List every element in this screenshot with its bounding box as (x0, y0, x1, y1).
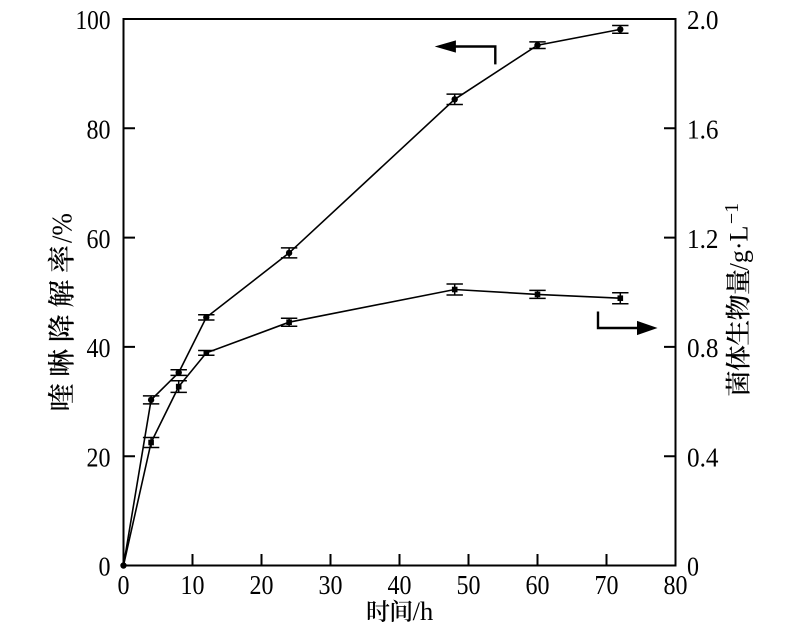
svg-text:1.6: 1.6 (687, 115, 719, 145)
svg-text:50: 50 (457, 570, 481, 600)
svg-text:0: 0 (687, 552, 699, 582)
svg-text:1.2: 1.2 (687, 224, 719, 254)
svg-text:60: 60 (87, 224, 111, 254)
svg-text:60: 60 (526, 570, 550, 600)
svg-text:2.0: 2.0 (687, 5, 719, 35)
svg-text:80: 80 (87, 115, 111, 145)
svg-text:100: 100 (76, 5, 111, 35)
svg-text:0: 0 (99, 552, 111, 582)
svg-text:/g·L−1: /g·L−1 (721, 203, 754, 271)
svg-text:0.4: 0.4 (687, 442, 719, 472)
svg-text:/%: /% (47, 213, 79, 243)
svg-text:20: 20 (250, 570, 274, 600)
svg-text:40: 40 (388, 570, 412, 600)
svg-text:30: 30 (319, 570, 343, 600)
svg-text:/h: /h (413, 596, 434, 626)
svg-text:40: 40 (87, 333, 111, 363)
svg-text:70: 70 (595, 570, 619, 600)
svg-text:0: 0 (118, 570, 130, 600)
svg-text:80: 80 (664, 570, 688, 600)
svg-text:20: 20 (87, 442, 111, 472)
svg-text:10: 10 (181, 570, 205, 600)
svg-text:0.8: 0.8 (687, 333, 719, 363)
